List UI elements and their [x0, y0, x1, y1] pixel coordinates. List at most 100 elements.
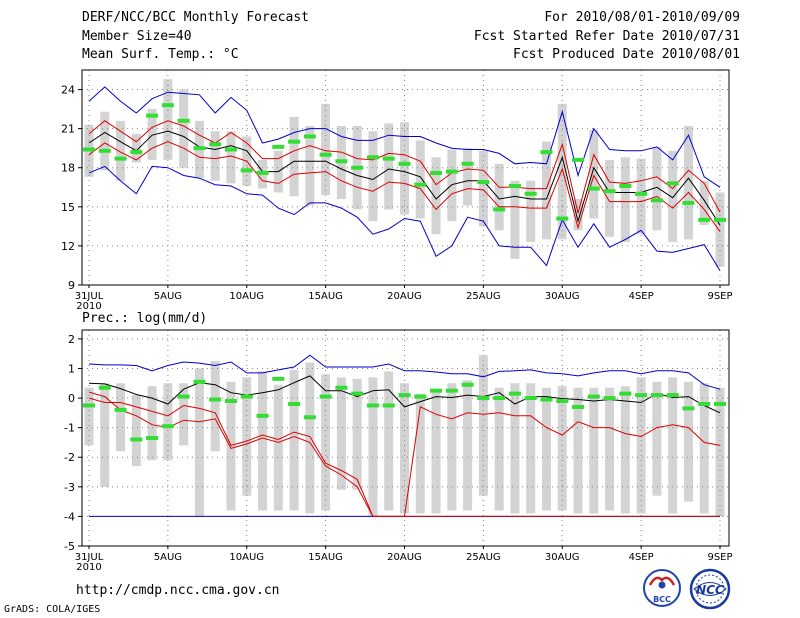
ensemble-box: [510, 383, 520, 514]
member-size: Member Size=40: [82, 29, 192, 44]
observed-marker: [603, 396, 616, 401]
observed-marker: [288, 139, 301, 144]
observed-marker: [256, 413, 269, 418]
observed-marker: [303, 134, 316, 139]
ensemble-box: [699, 383, 709, 514]
ensemble-box: [289, 369, 299, 511]
ensemble-box: [541, 387, 551, 511]
ensemble-box: [683, 126, 693, 240]
observed-marker: [524, 396, 537, 401]
ensemble-box: [210, 131, 220, 181]
observed-marker: [414, 394, 427, 399]
ensemble-box: [557, 386, 567, 511]
observed-marker: [83, 403, 95, 408]
y-tick-label: -4: [64, 510, 75, 523]
observed-marker: [524, 191, 537, 196]
ensemble-box: [210, 361, 220, 452]
x-tick-label: 30AUG: [545, 552, 580, 563]
observed-marker: [666, 181, 679, 186]
observed-marker: [698, 217, 711, 222]
ensemble-box: [699, 180, 709, 226]
observed-marker: [572, 404, 585, 409]
x-tick-label: 10AUG: [229, 552, 264, 563]
observed-marker: [682, 200, 695, 205]
observed-marker: [430, 388, 443, 393]
ensemble-box: [321, 374, 331, 511]
ensemble-box: [305, 362, 315, 514]
observed-marker: [224, 399, 237, 404]
observed-marker: [382, 403, 395, 408]
ensemble-box: [494, 387, 504, 511]
ensemble-box: [605, 159, 615, 237]
observed-marker: [493, 396, 506, 401]
y-tick-label: 24: [61, 84, 75, 97]
observed-marker: [366, 403, 379, 408]
observed-marker: [540, 150, 553, 155]
observed-marker: [398, 161, 411, 166]
fcst-produced-date: Fcst Produced Date 2010/08/01: [513, 47, 740, 62]
observed-marker: [240, 394, 253, 399]
upper-spread-line: [88, 120, 721, 214]
ensemble-box: [463, 380, 473, 511]
footer-url[interactable]: http://cmdp.ncc.cma.gov.cn: [76, 583, 280, 598]
ensemble-box: [541, 141, 551, 240]
observed-marker: [161, 424, 174, 429]
y-tick-label: -3: [64, 481, 75, 494]
y-tick-label: -5: [64, 540, 75, 553]
x-tick-label: 5AUG: [154, 291, 182, 302]
observed-marker: [430, 170, 443, 175]
observed-marker: [240, 168, 253, 173]
ensemble-box: [478, 150, 488, 227]
observed-marker: [477, 396, 490, 401]
observed-marker: [635, 191, 648, 196]
forecast-range: For 2010/08/01-2010/09/09: [544, 10, 740, 25]
ensemble-box: [100, 111, 110, 171]
observed-marker: [319, 394, 332, 399]
ncc-logo-text: NCC: [696, 583, 724, 597]
x-tick-label: 15AUG: [308, 291, 343, 302]
observed-marker: [714, 401, 726, 406]
observed-marker: [193, 379, 206, 384]
x-tick-label: 15AUG: [308, 552, 343, 563]
observed-marker: [540, 397, 553, 402]
observed-marker: [256, 170, 269, 175]
chart-title: DERF/NCC/BCC Monthly Forecast: [82, 10, 309, 25]
observed-marker: [587, 186, 600, 191]
observed-marker: [272, 376, 285, 381]
observed-marker: [114, 156, 127, 161]
ensemble-box: [384, 123, 394, 210]
ensemble-box: [573, 199, 583, 231]
ensemble-box: [510, 180, 520, 259]
ensemble-box: [368, 131, 378, 222]
y-tick-label: 2: [68, 333, 75, 346]
ensemble-box: [415, 393, 425, 514]
ensemble-box: [589, 129, 599, 219]
observed-marker: [619, 391, 632, 396]
plot-frame: [81, 329, 730, 547]
minimum-line: [88, 165, 721, 271]
ensemble-box: [431, 392, 441, 514]
ensemble-box: [163, 79, 173, 160]
maximum-line: [88, 354, 721, 390]
x-tick-label: 5AUG: [154, 552, 182, 563]
y-tick-label: -1: [64, 422, 75, 435]
ensemble-box: [526, 180, 536, 242]
observed-marker: [98, 385, 111, 390]
maximum-line: [88, 86, 721, 188]
ensemble-box: [179, 383, 189, 446]
observed-marker: [698, 401, 711, 406]
observed-marker: [224, 147, 237, 152]
variable-label: Mean Surf. Temp.: °C: [82, 47, 239, 62]
ensemble-box: [147, 109, 157, 160]
observed-marker: [351, 165, 364, 170]
observed-marker: [319, 152, 332, 157]
ensemble-box: [463, 148, 473, 206]
observed-marker: [98, 148, 111, 153]
observed-marker: [461, 161, 474, 166]
observed-marker: [351, 391, 364, 396]
ensemble-box: [526, 383, 536, 514]
observed-marker: [682, 406, 695, 411]
observed-marker: [288, 401, 301, 406]
ensemble-box: [384, 371, 394, 511]
